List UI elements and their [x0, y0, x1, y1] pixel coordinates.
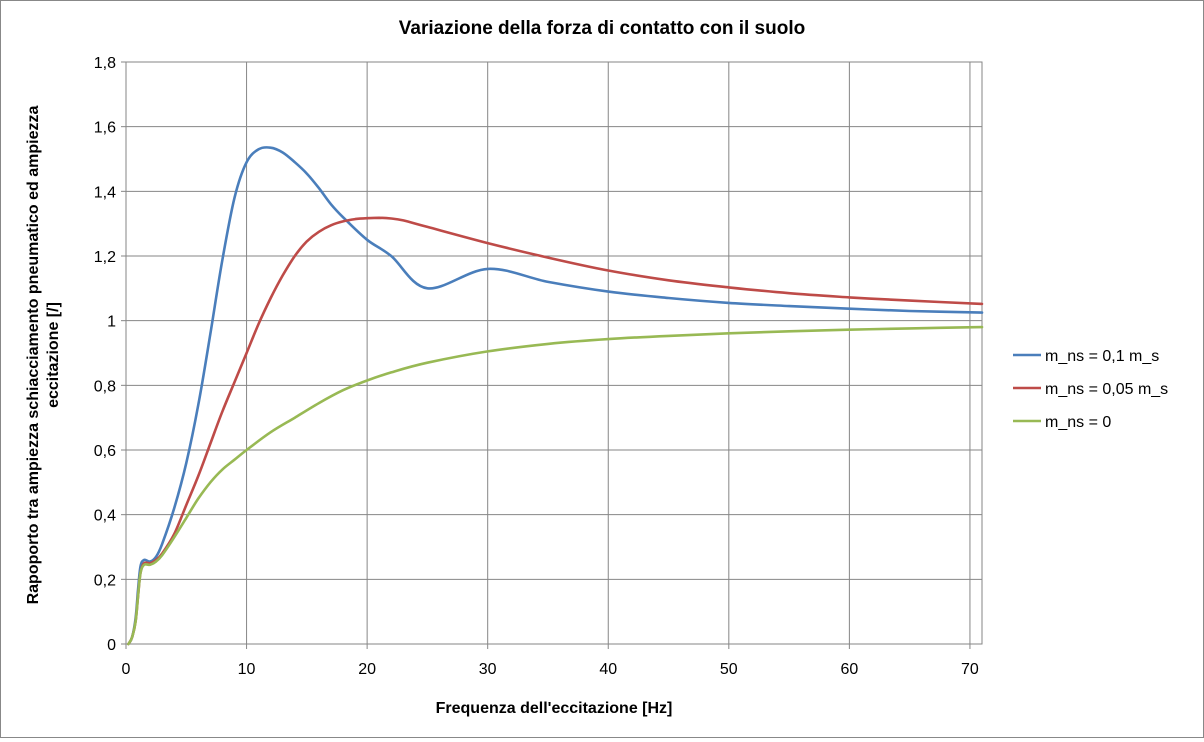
x-tick-label: 10 [238, 661, 256, 678]
y-tick-label: 0,8 [94, 378, 116, 395]
legend-label: m_ns = 0,05 m_s [1045, 381, 1168, 398]
y-tick-label: 0,6 [94, 443, 116, 460]
y-axis-title-line1: Rapoporto tra ampiezza schiacciamento pn… [25, 106, 42, 605]
legend: m_ns = 0,1 m_s m_ns = 0,05 m_s m_ns = 0 [1013, 348, 1168, 431]
y-tick-label: 1,6 [94, 120, 116, 137]
grid-lines [126, 61, 982, 644]
x-tick-label: 40 [599, 661, 617, 678]
x-axis-title: Frequenza dell'eccitazione [Hz] [436, 700, 673, 717]
x-tick-label: 20 [358, 661, 376, 678]
legend-item-mns-0: m_ns = 0 [1013, 414, 1111, 431]
series-line-mns-0 [127, 325, 984, 646]
series-line-mns-01 [127, 146, 984, 646]
y-tick-label: 1,2 [94, 249, 116, 266]
y-tick-label: 0,4 [94, 508, 116, 525]
chart-title: Variazione della forza di contatto con i… [399, 18, 805, 39]
x-tick-label: 50 [720, 661, 738, 678]
y-tick-label: 1,4 [94, 184, 116, 201]
y-tick-label: 1 [107, 314, 116, 331]
series-line-mns-005 [127, 216, 984, 646]
x-tick-label: 70 [961, 661, 979, 678]
x-axis-ticks: 0 10 20 30 40 50 60 70 [122, 644, 979, 678]
y-axis-title-line2: eccitazione [/] [45, 302, 62, 408]
y-tick-label: 1,8 [94, 55, 116, 72]
legend-item-mns-01: m_ns = 0,1 m_s [1013, 348, 1159, 365]
x-tick-label: 30 [479, 661, 497, 678]
x-tick-label: 0 [122, 661, 131, 678]
plot-area [125, 61, 983, 645]
legend-label: m_ns = 0,1 m_s [1045, 348, 1159, 365]
y-axis-ticks: 0 0,2 0,4 0,6 0,8 1 1,2 1,4 1,6 1,8 [94, 55, 126, 654]
x-tick-label: 60 [840, 661, 858, 678]
series-lines [127, 146, 984, 646]
legend-label: m_ns = 0 [1045, 414, 1111, 431]
legend-item-mns-005: m_ns = 0,05 m_s [1013, 381, 1168, 398]
y-tick-label: 0 [107, 637, 116, 654]
y-tick-label: 0,2 [94, 572, 116, 589]
